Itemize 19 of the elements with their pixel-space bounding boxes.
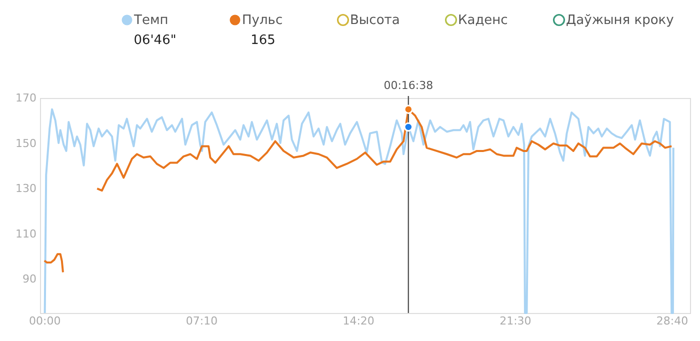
y-tick-label: 130: [16, 182, 36, 196]
x-tick-label: 28:40: [656, 314, 688, 328]
y-tick-label: 150: [16, 136, 36, 150]
x-tick-label: 14:20: [342, 314, 374, 328]
legend-label: Темп: [133, 13, 168, 28]
legend-label: Даўжыня кроку: [566, 13, 674, 28]
legend-label: Высота: [350, 13, 400, 28]
text: 06'46": [134, 33, 176, 48]
legend-label: Каденс: [458, 13, 508, 28]
text: 00:16:38: [384, 79, 434, 92]
y-tick-label: 90: [22, 272, 36, 286]
y-tick-label: 110: [16, 227, 36, 240]
x-tick-label: 21:30: [500, 314, 532, 328]
line-series: [44, 108, 674, 314]
x-tick-label: 00:00: [29, 314, 61, 328]
legend-label: Пульс: [242, 13, 283, 28]
text: 165: [250, 33, 276, 48]
x-tick-label: 07:10: [186, 314, 218, 328]
y-tick-label: 170: [16, 92, 36, 104]
